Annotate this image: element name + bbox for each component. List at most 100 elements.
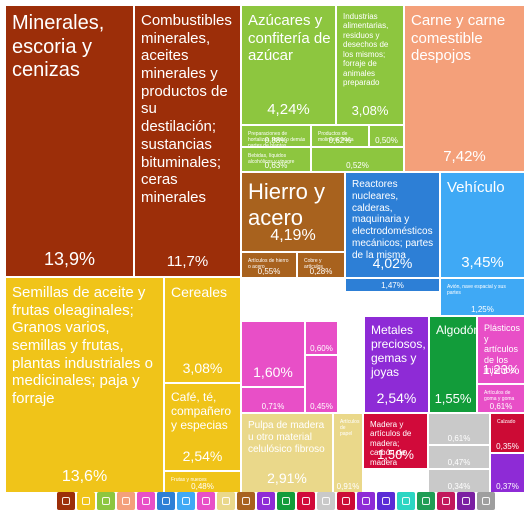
tile-label: Café, té, compañero y especias [171,390,232,433]
tile-label: Carne y carne comestible despojos [411,12,506,65]
tile-label: Artículos de goma y goma [484,390,515,402]
tile-hierro[interactable]: Hierro y acero 4,19% [241,172,345,252]
tile-pulpa[interactable]: Pulpa de madera u otro material celulósi… [241,413,333,493]
tile-veg1[interactable]: Preparaciones de hortalizas, frutas o de… [241,125,311,147]
tile-value: 0,48% [191,482,214,491]
service-icon[interactable] [437,492,455,510]
tile-value: 7,42% [443,148,486,165]
tile-calzado[interactable]: Calzado 0,35% [490,413,525,453]
tile-maq2[interactable]: 1,47% [345,278,440,292]
tile-quim4[interactable]: 0,45% [305,355,338,413]
tile-label: Metales preciosos, gemas y joyas [371,323,426,380]
tile-value: 13,6% [61,468,108,485]
shoe-icon[interactable] [337,492,355,510]
tile-cafe[interactable]: Café, té, compañero y especias 2,54% [164,383,241,471]
tile-vehiculo[interactable]: Vehículo 3,45% [440,172,525,278]
tile-textil2[interactable]: 0,37% [490,453,525,493]
tile-label: Avión, nave espacial y sus partes [447,284,506,296]
tile-label: Cereales [171,284,228,300]
tile-label: Reactores nucleares, calderas, maquinari… [352,179,434,261]
tile-value: 4,19% [270,227,316,244]
tile-value: 0,52% [346,161,369,170]
tile-plasticos[interactable]: Plásticos y artículos de los mismos 1,23% [477,316,525,384]
tile-metal2[interactable]: Cobre y artículos 0,28% [297,252,345,278]
tile-otros2[interactable]: 0,47% [428,445,490,469]
tile-value: 0,61% [489,402,513,411]
tile-algodon[interactable]: Algodón 1,55% [429,316,477,413]
tile-quim1[interactable]: 1,60% [241,321,305,387]
textile-icon[interactable] [277,492,295,510]
tile-veg3[interactable]: 0,50% [369,125,404,147]
tile-label: Cobre y artículos [304,258,323,270]
tile-cereales[interactable]: Cereales 3,08% [164,277,241,383]
tile-value: 0,62% [328,136,352,145]
wood-icon[interactable] [297,492,315,510]
tile-avion[interactable]: Avión, nave espacial y sus partes 1,25% [440,278,525,316]
tile-gomas[interactable]: Artículos de goma y goma 0,61% [477,384,525,413]
mineral-icon[interactable] [57,492,75,510]
animal-icon[interactable] [117,492,135,510]
tile-otros1[interactable]: 0,61% [428,413,490,445]
tile-value: 0,91% [336,482,360,491]
tile-value: 0,63% [264,161,288,170]
tile-reactores[interactable]: Reactores nucleares, calderas, maquinari… [345,172,440,278]
plastic-icon[interactable] [197,492,215,510]
tile-label: Madera y artículos de madera; carbón de … [370,420,412,467]
tile-label: Artículos de papel [340,419,360,437]
chemical-icon[interactable] [137,492,155,510]
art-icon[interactable] [417,492,435,510]
tile-veg4[interactable]: Bebidas, líquidos alcohólicos y vinagre 0… [241,147,311,172]
tile-metal1[interactable]: Artículos de hierro o acero 0,55% [241,252,297,278]
tile-carne[interactable]: Carne y carne comestible despojos 7,42% [404,5,525,172]
tile-value: 0,37% [496,482,519,491]
tile-madera[interactable]: Madera y artículos de madera; carbón de … [363,413,428,469]
stone-icon[interactable] [317,492,335,510]
tile-label: Minerales, escoria y cenizas [12,12,105,82]
tile-quim2[interactable]: 0,60% [305,321,338,355]
tile-veg2[interactable]: Productos de molinería; malta 0,62% [311,125,369,147]
tile-value: 4,24% [267,101,310,118]
plant-icon[interactable] [77,492,95,510]
tile-label: Combustibles minerales, aceites minerale… [141,12,232,206]
tile-papel[interactable]: Artículos de papel 0,91% [333,413,363,493]
tile-value: 2,54% [376,390,417,406]
other-icon[interactable] [477,492,495,510]
weapon-icon[interactable] [397,492,415,510]
food-icon[interactable] [97,492,115,510]
gem-icon[interactable] [257,492,275,510]
tile-label: Algodón [436,323,477,337]
tile-metales_prec[interactable]: Metales preciosos, gemas y joyas 2,54% [364,316,429,413]
vehicle-icon[interactable] [177,492,195,510]
tile-value: 3,08% [351,103,389,118]
tile-value: 2,54% [182,448,223,464]
tile-label: Frutas y nueces [171,477,207,483]
tile-value: 3,45% [461,254,504,271]
tile-value: 1,23% [482,362,520,377]
tile-label: Bebidas, líquidos alcohólicos y vinagre [248,153,295,165]
tile-semillas[interactable]: Semillas de aceite y frutas oleaginales;… [5,277,164,493]
misc-icon[interactable] [357,492,375,510]
tile-value: 0,55% [257,267,281,276]
tile-otros3[interactable]: 0,34% [428,469,490,493]
tile-alimentarias[interactable]: Industrias alimentarias, residuos y dese… [336,5,404,125]
tile-value: 0,61% [447,434,471,443]
tile-value: 1,47% [381,281,404,290]
instrument-icon[interactable] [377,492,395,510]
tile-azucares[interactable]: Azúcares y confitería de azúcar 4,24% [241,5,336,125]
machine-icon[interactable] [157,492,175,510]
fat-icon[interactable] [457,492,475,510]
tile-quim3[interactable]: 0,71% [241,387,305,413]
tile-value: 0,34% [447,482,471,491]
paper-icon[interactable] [217,492,235,510]
tile-value: 11,7% [166,253,209,270]
tile-value: 13,9% [43,249,96,269]
metal-icon[interactable] [237,492,255,510]
tile-value: 0,60% [310,344,333,353]
tile-veg6[interactable]: Frutas y nueces 0,48% [164,471,241,493]
tile-combustibles[interactable]: Combustibles minerales, aceites minerale… [134,5,241,277]
tile-label: Hierro y acero [248,179,326,230]
tile-minerales[interactable]: Minerales, escoria y cenizas 13,9% [5,5,134,277]
tile-veg5[interactable]: 0,52% [311,147,404,172]
tile-value: 0,71% [261,402,285,411]
